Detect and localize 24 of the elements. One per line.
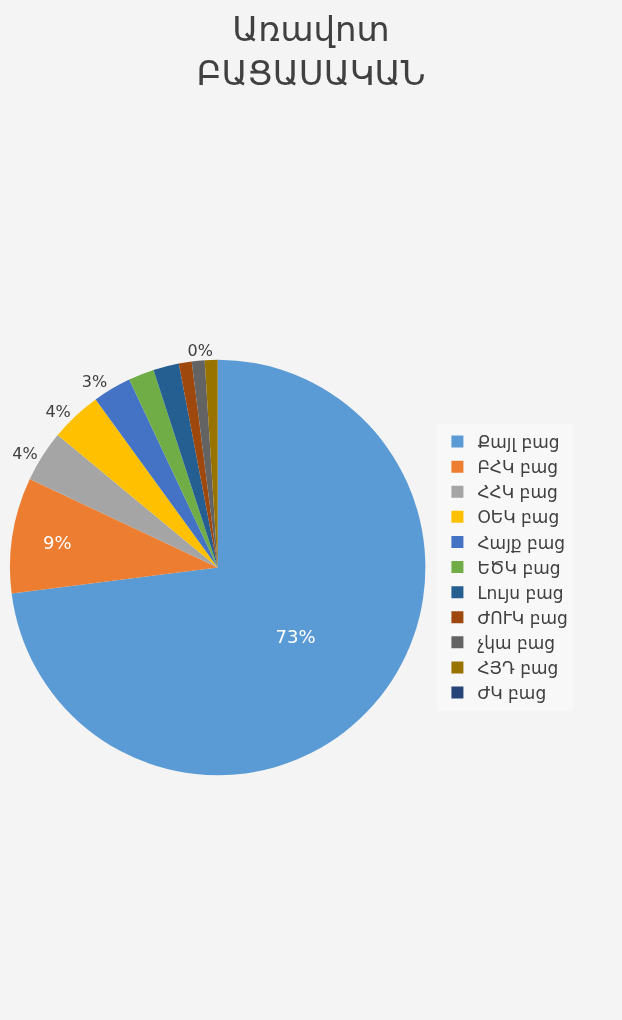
legend-label: ԺԿ բաց: [477, 683, 547, 704]
legend-label: ԵԾԿ բաց: [477, 557, 561, 578]
legend-label: ՀՅԴ բաց: [477, 658, 559, 679]
legend-label: ԲՀԿ բաց: [477, 457, 558, 478]
pie-slice: [129, 369, 218, 568]
legend-label: Քայլ բաց: [477, 432, 560, 453]
legend-label: ՕԵԿ բաց: [477, 507, 560, 528]
pie-slice: [11, 359, 426, 775]
legend-label: ՀՀԿ բաց: [477, 482, 558, 503]
legend-label: Լույս բաց: [477, 582, 564, 603]
data-label: 73%: [275, 625, 316, 647]
text: 0%: [187, 340, 213, 360]
legend-label: ԺՈՒԿ բաց: [477, 607, 568, 628]
legend-label: Հայք բաց: [477, 532, 566, 553]
pie-slice: [178, 361, 218, 568]
data-label: 4%: [12, 443, 38, 463]
data-label: 4%: [45, 401, 71, 421]
data-label: 9%: [43, 531, 72, 553]
data-label: 3%: [81, 372, 108, 392]
legend-label: չկա բաց: [477, 632, 556, 653]
pie-slice: [191, 360, 218, 568]
pie-slice: [10, 479, 218, 594]
chart-title: Առավոտ ԲԱՑԱՍԱԿԱՆ: [196, 8, 426, 93]
pie-slice: [204, 359, 218, 568]
